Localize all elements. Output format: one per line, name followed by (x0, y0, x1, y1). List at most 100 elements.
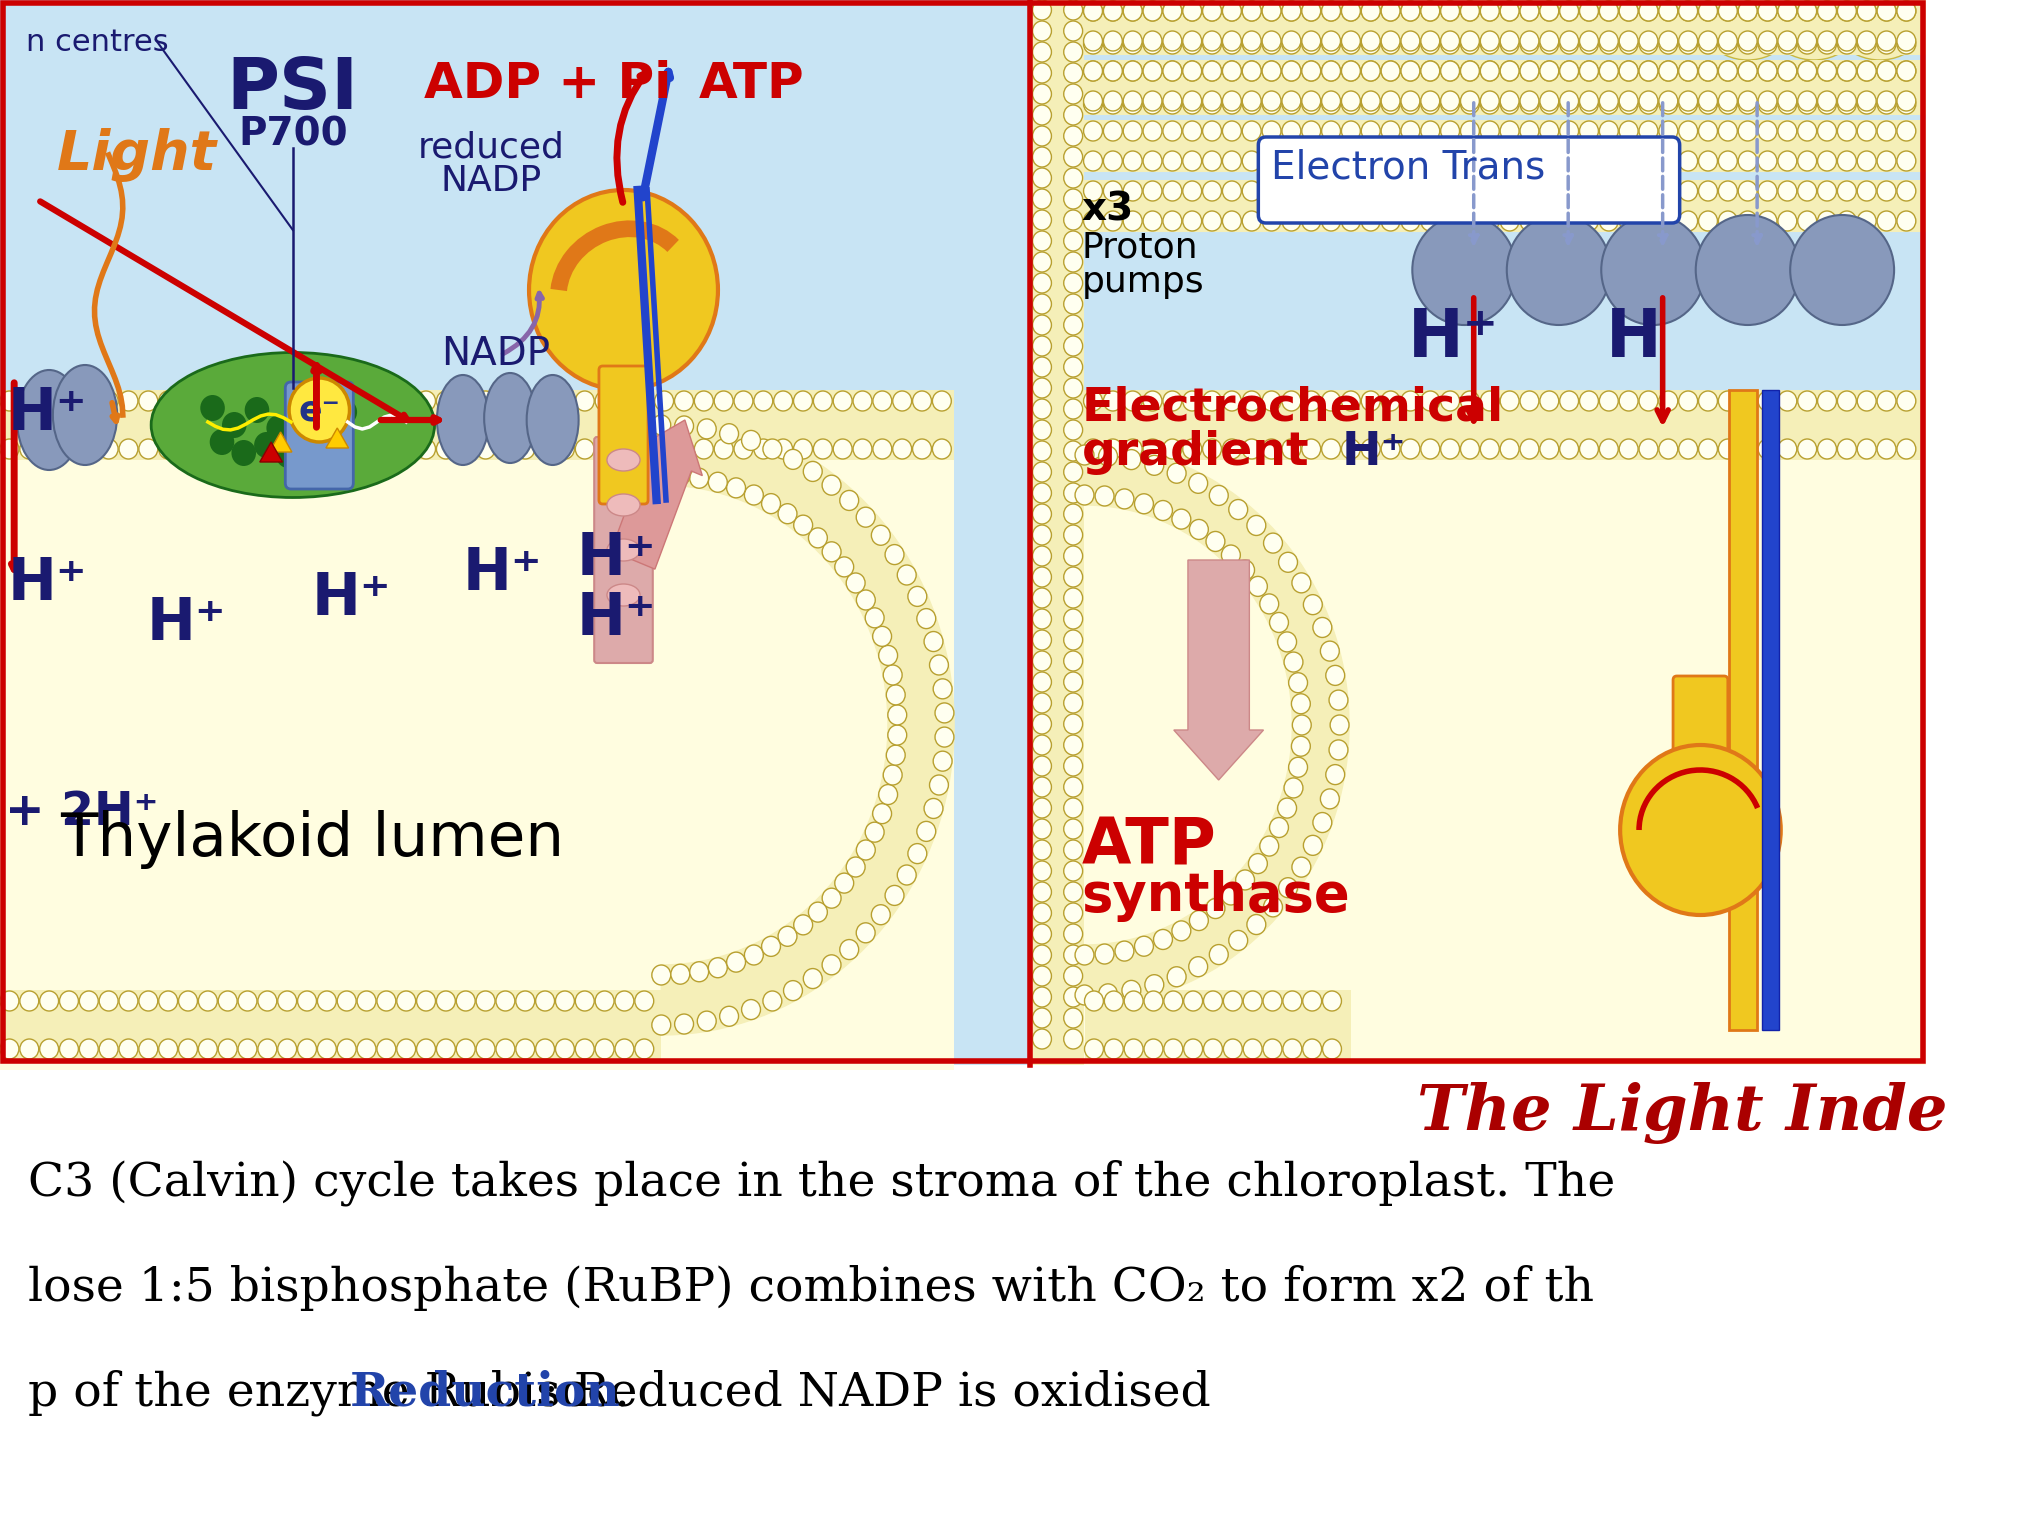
Circle shape (1301, 94, 1321, 114)
Circle shape (159, 391, 177, 411)
FancyBboxPatch shape (0, 0, 1040, 1066)
Circle shape (1032, 987, 1052, 1007)
Circle shape (1858, 31, 1876, 51)
Circle shape (1599, 391, 1619, 411)
Circle shape (1223, 151, 1242, 171)
Circle shape (1560, 122, 1578, 142)
Circle shape (1737, 2, 1758, 22)
Circle shape (575, 992, 593, 1010)
Circle shape (1580, 62, 1599, 82)
Circle shape (1660, 2, 1678, 22)
Circle shape (1103, 31, 1121, 51)
Circle shape (1032, 902, 1052, 922)
Circle shape (1896, 391, 1917, 411)
Circle shape (1085, 992, 1103, 1010)
Circle shape (1064, 0, 1083, 20)
Circle shape (1123, 62, 1142, 82)
Circle shape (1660, 34, 1678, 54)
Circle shape (1283, 34, 1301, 54)
Circle shape (1460, 94, 1480, 114)
Circle shape (1123, 1040, 1144, 1060)
Circle shape (1342, 182, 1360, 202)
Circle shape (1183, 31, 1201, 51)
Circle shape (275, 442, 300, 468)
Circle shape (1301, 2, 1321, 22)
Circle shape (1064, 231, 1083, 251)
Circle shape (1032, 462, 1052, 482)
Circle shape (1064, 126, 1083, 146)
Circle shape (1858, 34, 1876, 54)
Circle shape (298, 992, 316, 1010)
Circle shape (1205, 531, 1225, 551)
Circle shape (1460, 182, 1480, 202)
Circle shape (1075, 986, 1095, 1006)
Circle shape (1878, 182, 1896, 202)
Text: ATP: ATP (699, 60, 805, 108)
FancyArrow shape (1174, 561, 1264, 779)
Circle shape (1064, 420, 1083, 440)
Circle shape (536, 992, 555, 1010)
Circle shape (1737, 122, 1758, 142)
Circle shape (1032, 504, 1052, 524)
FancyBboxPatch shape (0, 990, 661, 1060)
Circle shape (1501, 2, 1519, 22)
Circle shape (1858, 391, 1876, 411)
Circle shape (1896, 122, 1917, 142)
Circle shape (1270, 613, 1289, 633)
Circle shape (1660, 439, 1678, 459)
Circle shape (1103, 391, 1121, 411)
Circle shape (1144, 975, 1164, 995)
Circle shape (257, 391, 277, 411)
Circle shape (1639, 34, 1658, 54)
Circle shape (1737, 62, 1758, 82)
Circle shape (318, 992, 336, 1010)
Circle shape (1519, 151, 1539, 171)
Circle shape (1123, 91, 1142, 111)
Circle shape (0, 439, 18, 459)
Circle shape (1401, 62, 1419, 82)
Circle shape (675, 416, 693, 436)
Circle shape (100, 391, 118, 411)
Circle shape (1064, 946, 1083, 966)
Circle shape (1242, 2, 1262, 22)
Circle shape (1858, 122, 1876, 142)
Circle shape (1758, 94, 1776, 114)
Circle shape (298, 1040, 316, 1060)
Circle shape (1737, 31, 1758, 51)
Circle shape (1230, 499, 1248, 519)
Circle shape (1283, 31, 1301, 51)
Circle shape (1580, 391, 1599, 411)
Circle shape (1778, 31, 1796, 51)
Circle shape (1301, 211, 1321, 231)
Circle shape (1203, 91, 1221, 111)
Circle shape (1321, 641, 1340, 661)
Circle shape (1301, 439, 1321, 459)
Circle shape (852, 439, 873, 459)
Text: Electron Trans: Electron Trans (1270, 148, 1546, 186)
Circle shape (1064, 651, 1083, 671)
Circle shape (1342, 34, 1360, 54)
Text: H⁺: H⁺ (8, 554, 88, 611)
FancyBboxPatch shape (1762, 390, 1778, 1030)
Circle shape (1758, 0, 1870, 60)
Circle shape (357, 391, 375, 411)
Circle shape (1301, 31, 1321, 51)
Circle shape (1778, 391, 1796, 411)
Circle shape (1223, 2, 1242, 22)
Circle shape (1189, 910, 1209, 930)
Circle shape (1798, 391, 1817, 411)
Circle shape (257, 1040, 277, 1060)
Circle shape (1032, 715, 1052, 735)
Circle shape (1162, 182, 1183, 202)
Circle shape (1817, 31, 1837, 51)
Circle shape (1032, 882, 1052, 902)
Circle shape (1639, 151, 1658, 171)
Circle shape (773, 439, 793, 459)
Circle shape (1421, 2, 1440, 22)
Circle shape (1798, 91, 1817, 111)
Circle shape (1719, 2, 1737, 22)
Circle shape (1285, 778, 1303, 798)
Circle shape (1519, 439, 1539, 459)
Circle shape (1221, 545, 1240, 565)
Circle shape (80, 391, 98, 411)
